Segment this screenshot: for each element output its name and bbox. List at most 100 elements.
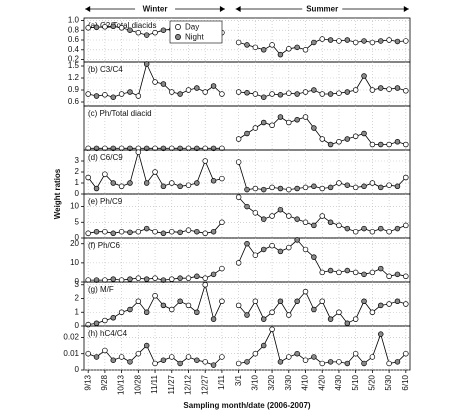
point bbox=[277, 206, 284, 213]
y-tick-label: 2 bbox=[75, 167, 80, 176]
point bbox=[394, 225, 401, 232]
point bbox=[386, 273, 392, 280]
point bbox=[352, 184, 359, 191]
point bbox=[336, 269, 342, 276]
point bbox=[369, 141, 376, 148]
y-tick-label: 3 bbox=[75, 156, 80, 165]
point bbox=[277, 298, 284, 305]
point bbox=[143, 309, 150, 316]
point bbox=[135, 149, 142, 155]
point bbox=[235, 136, 242, 142]
panel-frame bbox=[83, 61, 411, 107]
y-tick-label: 2 bbox=[75, 294, 80, 303]
point bbox=[319, 185, 325, 192]
point bbox=[252, 91, 259, 97]
y-tick-label: 0 bbox=[75, 189, 80, 198]
point bbox=[361, 360, 367, 367]
point bbox=[344, 360, 351, 367]
point bbox=[93, 145, 100, 152]
point bbox=[327, 316, 334, 322]
point bbox=[361, 130, 367, 137]
point bbox=[352, 39, 359, 46]
point bbox=[377, 141, 384, 148]
point bbox=[394, 183, 401, 190]
point bbox=[160, 277, 167, 283]
point bbox=[244, 186, 250, 193]
point bbox=[85, 91, 91, 97]
series-line bbox=[87, 150, 407, 191]
y-tick-label: 0 bbox=[75, 365, 80, 374]
point bbox=[185, 227, 192, 233]
y-tick-label: 0.4 bbox=[68, 45, 80, 54]
x-axis-label: Sampling month/date (2006-2007) bbox=[183, 401, 310, 410]
x-tick-label: 5/10 bbox=[351, 374, 360, 390]
point bbox=[235, 159, 242, 165]
x-tick-label: 10/13 bbox=[117, 374, 126, 395]
x-tick-label: 4/20 bbox=[317, 374, 326, 390]
y-tick-label: 0.01 bbox=[63, 349, 79, 358]
y-tick-label: 0.6 bbox=[68, 97, 80, 106]
point bbox=[277, 114, 284, 120]
y-tick-label: 1.2 bbox=[68, 73, 80, 82]
point bbox=[110, 230, 117, 237]
point bbox=[118, 183, 125, 190]
point bbox=[319, 136, 325, 142]
point bbox=[319, 360, 325, 367]
panel-label: (g) M/F bbox=[88, 285, 114, 294]
point bbox=[235, 39, 242, 46]
point bbox=[252, 185, 259, 192]
point bbox=[194, 85, 200, 91]
point bbox=[269, 213, 275, 219]
x-tick-label: 4/10 bbox=[301, 374, 310, 390]
point bbox=[311, 39, 317, 46]
y-tick-label: 0.02 bbox=[63, 333, 79, 342]
point bbox=[102, 347, 108, 354]
point bbox=[177, 275, 183, 281]
x-tick-label: 5/30 bbox=[384, 374, 393, 390]
point bbox=[277, 51, 284, 58]
point bbox=[219, 175, 225, 182]
point bbox=[369, 309, 376, 316]
point bbox=[286, 354, 292, 360]
point bbox=[386, 182, 392, 188]
point bbox=[277, 359, 284, 365]
x-tick-label: 3/30 bbox=[284, 374, 293, 390]
point bbox=[386, 301, 392, 307]
point bbox=[269, 326, 275, 333]
point bbox=[294, 298, 300, 305]
point bbox=[352, 87, 359, 93]
point bbox=[152, 293, 158, 299]
point bbox=[93, 354, 100, 360]
point bbox=[235, 360, 242, 367]
point bbox=[102, 92, 108, 98]
point bbox=[135, 29, 142, 36]
point bbox=[286, 244, 292, 251]
point bbox=[302, 288, 309, 295]
point bbox=[311, 306, 317, 313]
point bbox=[361, 183, 367, 190]
point bbox=[294, 91, 300, 97]
point bbox=[93, 93, 100, 99]
x-tick-label: 9/28 bbox=[100, 374, 109, 390]
point bbox=[202, 282, 208, 288]
legend-marker bbox=[175, 34, 181, 40]
x-tick-label: 3/20 bbox=[267, 374, 276, 390]
point bbox=[369, 39, 376, 46]
point bbox=[294, 350, 300, 357]
point bbox=[269, 309, 275, 316]
x-tick-label: 12/12 bbox=[184, 374, 193, 395]
point bbox=[143, 32, 150, 38]
point bbox=[202, 158, 208, 164]
point bbox=[210, 178, 217, 184]
point bbox=[152, 228, 158, 235]
y-tick-label: 1.5 bbox=[68, 61, 80, 70]
point bbox=[369, 269, 376, 276]
point bbox=[244, 240, 250, 247]
point bbox=[260, 119, 267, 126]
point bbox=[110, 357, 117, 363]
point bbox=[160, 357, 167, 363]
point bbox=[311, 254, 317, 260]
point bbox=[344, 267, 351, 274]
point bbox=[369, 228, 376, 235]
